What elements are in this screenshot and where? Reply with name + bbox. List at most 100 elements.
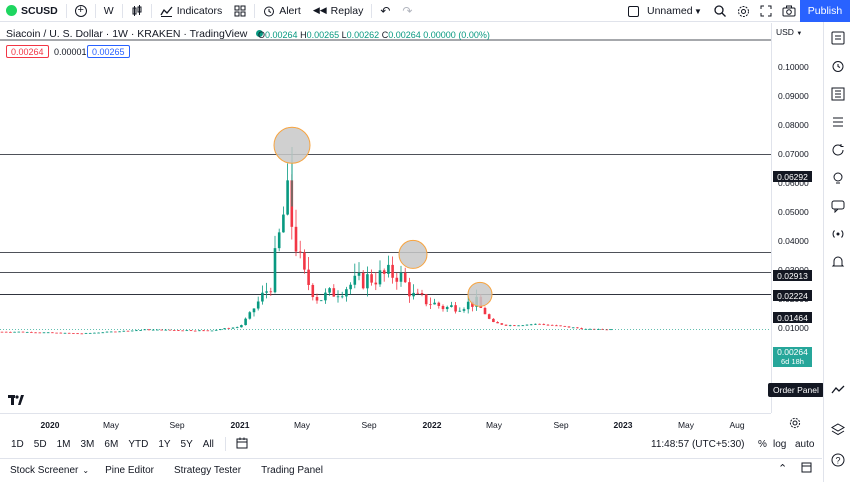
candle-body	[454, 305, 457, 312]
candle-body	[336, 296, 340, 298]
buy-price: 0.00265	[92, 46, 125, 57]
publish-button[interactable]: Publish	[800, 0, 850, 22]
candle-body	[210, 330, 214, 332]
tab-stock-screener[interactable]: Stock Screener	[10, 465, 79, 476]
svg-text:?: ?	[835, 455, 840, 465]
ideas-button[interactable]	[830, 170, 845, 185]
templates-button[interactable]	[228, 0, 252, 22]
range-ytd[interactable]: YTD	[128, 438, 149, 450]
log-label: log	[773, 438, 787, 450]
candle-body	[109, 331, 113, 333]
time-tick: May	[677, 420, 695, 430]
auto-toggle[interactable]: auto	[795, 433, 814, 455]
candle-body	[513, 325, 516, 327]
divider	[150, 3, 152, 18]
candle-body	[508, 325, 512, 327]
scale-settings-button[interactable]	[789, 417, 801, 429]
percent-toggle[interactable]: %	[758, 433, 767, 455]
alerts-button[interactable]	[830, 58, 845, 73]
quick-search-button[interactable]	[708, 0, 732, 22]
close-label: C	[381, 30, 389, 40]
log-toggle[interactable]: log	[773, 433, 786, 455]
candle-body	[429, 304, 432, 306]
time-tick: 2023	[613, 420, 633, 430]
candle-body	[437, 302, 441, 306]
range-1y[interactable]: 1Y	[158, 438, 171, 450]
layout-menu-button[interactable]: ▼	[688, 0, 708, 22]
snapshot-button[interactable]	[776, 0, 802, 22]
range-6m[interactable]: 6M	[104, 438, 119, 450]
candle-body	[420, 293, 424, 295]
candle-body	[30, 331, 33, 333]
range-1d[interactable]: 1D	[11, 438, 24, 450]
settings-button[interactable]	[731, 0, 756, 22]
tab-strategy-tester[interactable]: Strategy Tester	[174, 465, 242, 476]
candle-body	[231, 327, 235, 329]
compare-button[interactable]: +	[69, 0, 93, 22]
sell-button[interactable]: 0.00264	[6, 45, 49, 58]
price-tick: 0.06000	[778, 178, 809, 188]
candle-body	[25, 331, 29, 333]
candle-body	[492, 318, 495, 323]
candle-body	[567, 326, 571, 328]
range-1m[interactable]: 1M	[56, 438, 71, 450]
hotlists-button[interactable]	[830, 114, 845, 129]
candle-body	[261, 292, 264, 302]
candle-body	[345, 289, 348, 297]
order-panel-button[interactable]	[830, 382, 845, 397]
last-price-label: 0.00264 6d 18h	[773, 347, 812, 367]
chevron-down-icon[interactable]: ⌄	[82, 466, 90, 475]
candle-body	[307, 269, 310, 285]
data-window-button[interactable]	[830, 86, 845, 101]
range-5y[interactable]: 5Y	[180, 438, 193, 450]
streams-button[interactable]	[830, 226, 845, 241]
indicators-button[interactable]: Indicators	[154, 0, 229, 22]
symbol-search[interactable]: SCUSD	[0, 0, 64, 22]
replay-button[interactable]: ◀◀ Replay	[307, 0, 370, 22]
watchlist-button[interactable]	[830, 30, 845, 45]
divider	[224, 437, 226, 451]
tab-pine-editor[interactable]: Pine Editor	[105, 465, 154, 476]
chart-type-button[interactable]	[125, 0, 149, 22]
range-5d[interactable]: 5D	[33, 438, 47, 450]
redo-button[interactable]: ↷	[396, 0, 418, 22]
collapse-panel-button[interactable]: ⌃	[778, 462, 787, 475]
fullscreen-button[interactable]	[754, 0, 778, 22]
layers-icon	[830, 422, 845, 435]
buy-button[interactable]: 0.00265	[87, 45, 130, 58]
layout-name-button[interactable]: Unnamed	[622, 0, 699, 22]
bar-countdown: 6d 18h	[781, 357, 804, 366]
candle-body	[340, 296, 344, 298]
candle-body	[147, 329, 151, 331]
interval-button[interactable]: W	[98, 0, 120, 22]
object-tree-button[interactable]	[830, 422, 845, 437]
time-scale[interactable]: 2020 May Sep 2021 May Sep 2022 May Sep 2…	[0, 413, 771, 433]
price-chart[interactable]	[0, 23, 822, 433]
maximize-panel-button[interactable]	[801, 462, 812, 473]
range-3m[interactable]: 3M	[80, 438, 95, 450]
alarm-clock-icon	[264, 6, 275, 16]
range-all[interactable]: All	[202, 438, 214, 450]
candle-body	[597, 328, 600, 330]
help-button[interactable]: ?	[830, 452, 845, 467]
candle-body	[17, 331, 21, 333]
rewind-icon: ◀◀	[312, 5, 327, 15]
candle-body	[538, 323, 541, 325]
candle-body	[378, 270, 382, 285]
tab-trading-panel[interactable]: Trading Panel	[261, 465, 323, 476]
candle-body	[84, 333, 88, 334]
alert-button[interactable]: Alert	[257, 0, 307, 22]
currency-selector[interactable]: USD ▼	[776, 27, 802, 37]
chats-button[interactable]	[830, 198, 845, 213]
undo-button[interactable]: ↶	[374, 0, 396, 22]
candle-body	[160, 329, 163, 331]
candle-body	[282, 214, 285, 233]
price-scale[interactable]: USD ▼ 0.10000 0.09000 0.08000 0.07000 0.…	[771, 23, 822, 413]
calendar-button[interactable]	[830, 142, 845, 157]
go-to-date-button[interactable]	[232, 437, 252, 452]
time-zone-button[interactable]: 11:48:57 (UTC+5:30)	[651, 433, 744, 455]
tradingview-logo[interactable]	[8, 395, 24, 408]
candle-body	[118, 331, 121, 333]
candle-body	[458, 310, 462, 312]
notifications-button[interactable]	[830, 254, 845, 269]
